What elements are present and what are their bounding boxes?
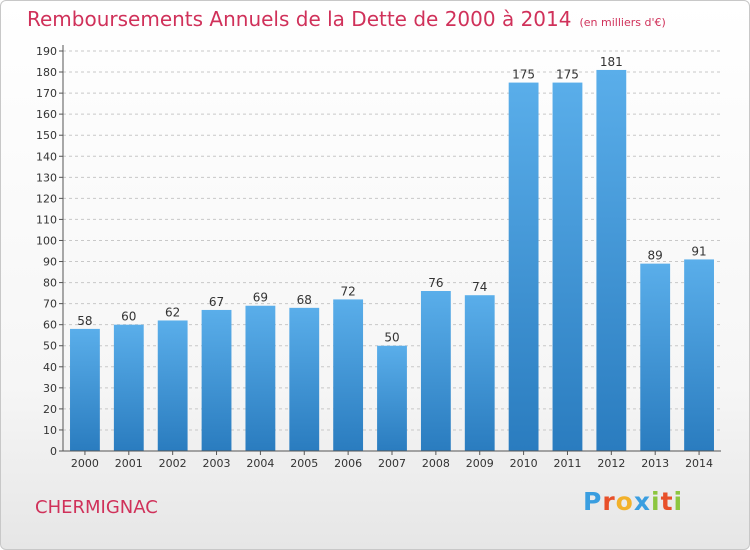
value-label-2012: 181	[600, 55, 623, 69]
x-tick-label-2013: 2013	[641, 457, 669, 470]
logo-letter: i	[651, 487, 661, 516]
y-tick-label: 40	[43, 361, 57, 374]
value-label-2013: 89	[648, 249, 663, 263]
value-label-2010: 175	[512, 68, 535, 82]
x-tick-label-2014: 2014	[685, 457, 713, 470]
x-tick-label-2004: 2004	[246, 457, 274, 470]
value-label-2001: 60	[121, 310, 136, 324]
chart-title-text: Remboursements Annuels de la Dette de 20…	[27, 7, 572, 31]
bar-2001	[113, 324, 144, 451]
y-tick-label: 130	[36, 171, 57, 184]
x-tick-label-2006: 2006	[334, 457, 362, 470]
bars	[70, 69, 714, 452]
bar-2008	[420, 291, 451, 451]
bar-2009	[464, 295, 495, 451]
bar-2013	[640, 263, 671, 451]
x-tick-label-2002: 2002	[159, 457, 187, 470]
y-tick-label: 70	[43, 298, 57, 311]
y-tick-label: 80	[43, 277, 57, 290]
chart-unit-note: (en milliers d'€)	[579, 16, 666, 29]
x-tick-label-2007: 2007	[378, 457, 406, 470]
y-tick-label: 50	[43, 340, 57, 353]
value-label-2009: 74	[472, 280, 487, 294]
logo-letter: i	[673, 487, 684, 516]
y-tick-label: 20	[43, 403, 57, 416]
value-label-2014: 91	[691, 244, 706, 258]
commune-name: CHERMIGNAC	[35, 497, 158, 518]
bar-2003	[201, 309, 232, 451]
logo-letter: o	[615, 487, 634, 516]
logo-letter: x	[633, 487, 651, 516]
y-tick-label: 160	[36, 108, 57, 121]
bar-2002	[157, 320, 188, 451]
value-label-2011: 175	[556, 68, 579, 82]
bar-2011	[552, 82, 583, 451]
bar-2007	[377, 345, 407, 451]
x-tick-label-2000: 2000	[71, 457, 99, 470]
y-tick-label: 150	[36, 129, 57, 142]
bar-2014	[684, 259, 714, 451]
x-tick-label-2001: 2001	[115, 457, 143, 470]
labels: 0 10 20 30 40 50 60 70 80 90 100 110 120 130 140 150 160…	[36, 45, 713, 470]
x-tick-label-2008: 2008	[422, 457, 450, 470]
x-tick-label-2003: 2003	[203, 457, 231, 470]
value-label-2004: 69	[253, 291, 268, 305]
bar-2000	[70, 328, 100, 451]
value-label-2007: 50	[384, 331, 399, 345]
bar-2006	[333, 299, 364, 451]
y-tick-label: 30	[43, 382, 57, 395]
bar-2004	[245, 305, 276, 451]
x-tick-label-2005: 2005	[290, 457, 318, 470]
bar-2012	[596, 69, 627, 452]
x-tick-label-2011: 2011	[553, 457, 581, 470]
y-tick-label: 180	[36, 66, 57, 79]
chart-title: Remboursements Annuels de la Dette de 20…	[27, 7, 666, 31]
value-label-2008: 76	[428, 276, 443, 290]
bar-2005	[289, 307, 320, 451]
logo-letter: P	[583, 487, 603, 516]
value-label-2000: 58	[77, 314, 92, 328]
value-label-2005: 68	[297, 293, 312, 307]
y-tick-label: 190	[36, 45, 57, 58]
y-tick-label: 0	[50, 445, 57, 458]
bar-2010	[508, 82, 539, 451]
x-tick-label-2009: 2009	[466, 457, 494, 470]
y-tick-label: 90	[43, 256, 57, 269]
y-tick-label: 120	[36, 192, 57, 205]
y-tick-label: 60	[43, 319, 57, 332]
value-label-2006: 72	[340, 284, 355, 298]
proxiti-logo: Proxiti	[583, 487, 683, 516]
axes	[59, 45, 721, 455]
value-label-2002: 62	[165, 305, 180, 319]
y-tick-label: 10	[43, 424, 57, 437]
logo-letter: t	[660, 487, 674, 516]
logo-letter: r	[602, 487, 616, 516]
y-tick-label: 140	[36, 150, 57, 163]
y-tick-label: 100	[36, 234, 57, 247]
y-tick-label: 110	[36, 213, 57, 226]
x-tick-label-2010: 2010	[510, 457, 538, 470]
value-label-2003: 67	[209, 295, 224, 309]
x-tick-label-2012: 2012	[597, 457, 625, 470]
y-tick-label: 170	[36, 87, 57, 100]
